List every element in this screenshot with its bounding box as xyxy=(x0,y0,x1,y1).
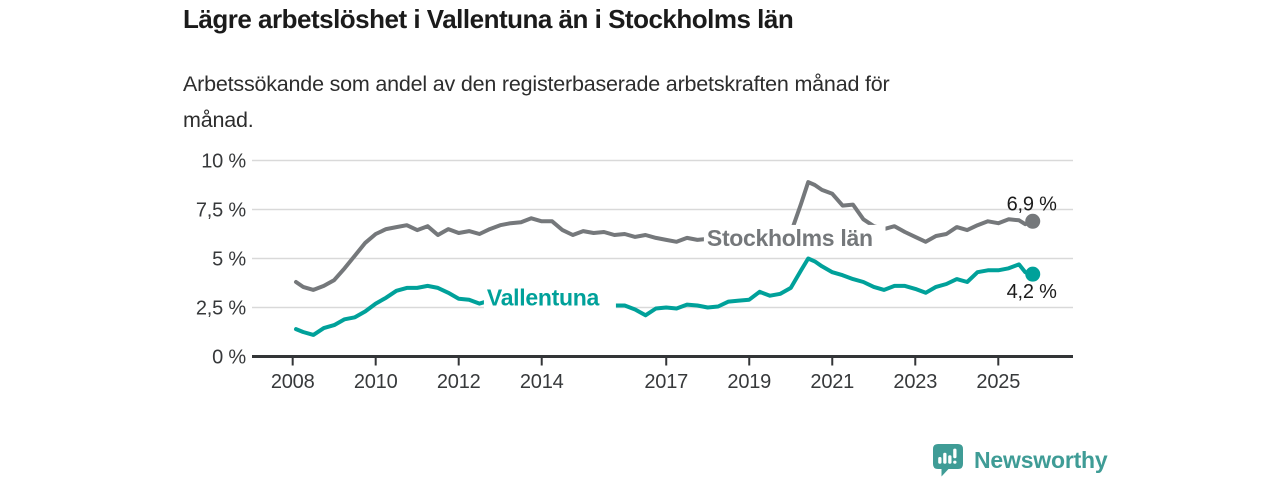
newsworthy-wordmark: Newsworthy xyxy=(974,447,1108,473)
x-tick-label: 2025 xyxy=(976,371,1020,393)
series-line-vallentuna xyxy=(294,256,1035,337)
series-end-dot-stockholms-l-n xyxy=(1025,213,1041,229)
y-tick-label: 10 % xyxy=(201,151,246,173)
x-tick-label: 2019 xyxy=(727,371,771,393)
y-tick-label: 7,5 % xyxy=(196,200,247,222)
series-label-backing-stockholms-l-n xyxy=(703,224,886,252)
page-title: Lägre arbetslöshet i Vallentuna än i Sto… xyxy=(183,4,794,34)
series-label-backing-vallentuna xyxy=(483,284,616,312)
x-tick-label: 2023 xyxy=(893,371,937,393)
series-line-stockholms-l-n xyxy=(294,180,1035,292)
x-tick-label: 2021 xyxy=(810,371,854,393)
x-tick-label: 2010 xyxy=(354,371,398,393)
x-tick-label: 2014 xyxy=(520,371,564,393)
speech-bubble-bar-chart-icon xyxy=(933,444,963,477)
series-label-stockholms-l-n: Stockholms län xyxy=(707,225,873,251)
y-tick-label: 5 % xyxy=(212,249,246,271)
subtitle-line-1: Arbetssökande som andel av den registerb… xyxy=(183,72,890,96)
series-end-value-vallentuna: 4,2 % xyxy=(1007,281,1058,303)
series-end-value-stockholms-l-n: 6,9 % xyxy=(1007,193,1058,215)
y-tick-label: 0 % xyxy=(212,347,246,369)
x-tick-label: 2012 xyxy=(437,371,481,393)
y-tick-label: 2,5 % xyxy=(196,298,247,320)
series-label-vallentuna: Vallentuna xyxy=(487,285,600,311)
x-tick-label: 2008 xyxy=(271,371,315,393)
x-tick-label: 2017 xyxy=(644,371,688,393)
chart-subtitle: Arbetssökande som andel av den registerb… xyxy=(183,66,890,138)
series-end-dot-vallentuna xyxy=(1025,266,1041,282)
subtitle-line-2: månad. xyxy=(183,108,254,132)
newsworthy-logo[interactable]: Newsworthy xyxy=(932,443,1108,478)
